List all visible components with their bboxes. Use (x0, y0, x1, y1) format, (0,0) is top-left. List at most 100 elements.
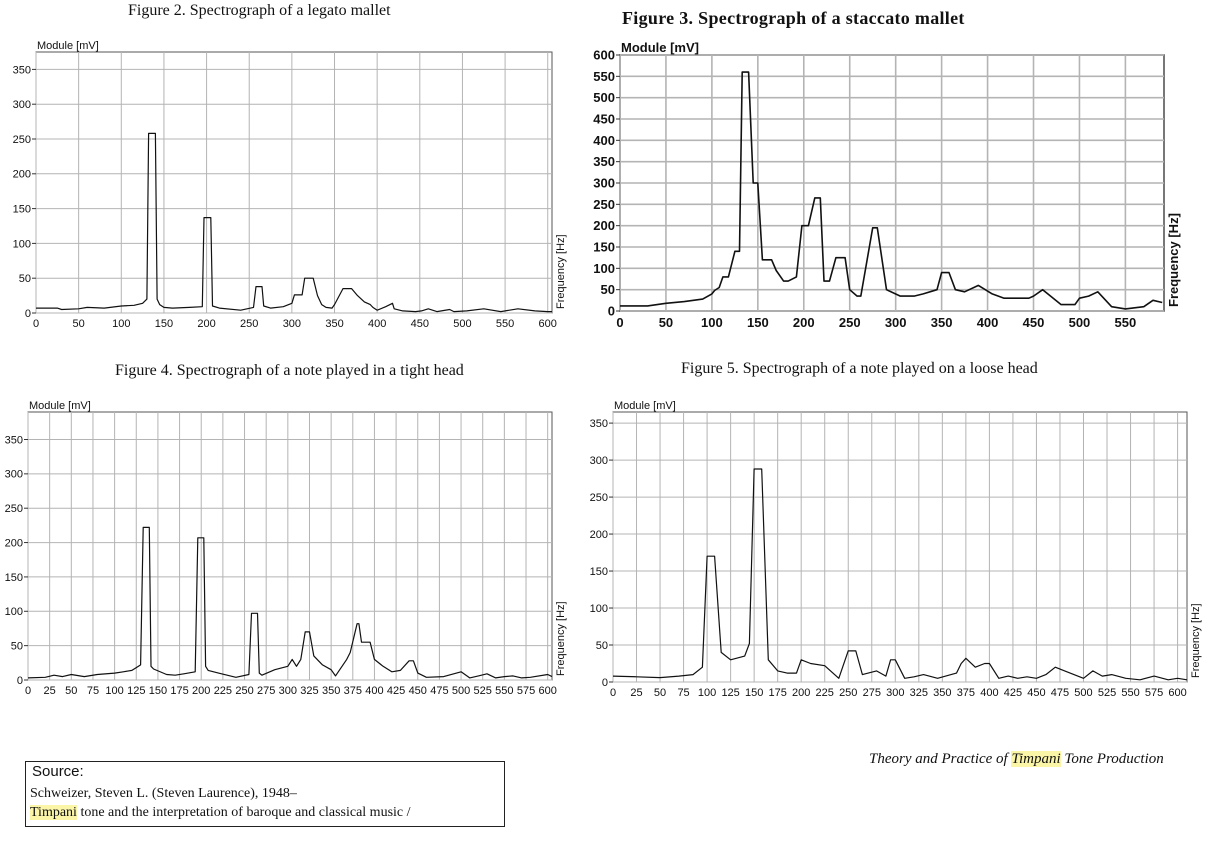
y-tick-label: 350 (5, 434, 23, 446)
x-tick-label: 425 (1004, 687, 1022, 699)
x-tick-label: 75 (87, 685, 99, 697)
y-tick-label: 300 (590, 455, 608, 467)
plot-frame (27, 411, 553, 681)
x-tick-label: 200 (197, 318, 215, 330)
x-tick-label: 125 (721, 687, 739, 699)
x-tick-label: 400 (980, 687, 998, 699)
x-tick-label: 300 (886, 687, 904, 699)
x-tick-label: 425 (387, 685, 405, 697)
x-tick-label: 100 (105, 685, 123, 697)
spectrum-line (612, 468, 1188, 681)
x-tick-label: 550 (1121, 687, 1139, 699)
y-tick-label: 200 (13, 169, 31, 181)
y-tick-label: 50 (601, 282, 615, 297)
book-title-highlight: Timpani (1011, 751, 1061, 767)
y-axis-label: Module [mV] (29, 400, 91, 412)
x-tick-label: 500 (453, 318, 471, 330)
y-tick-label: 250 (590, 492, 608, 504)
x-tick-label: 500 (1069, 315, 1091, 330)
y-tick-label: 100 (593, 261, 615, 276)
x-tick-label: 200 (792, 687, 810, 699)
source-author: Schweizer, Steven L. (Steven Laurence), … (30, 786, 297, 801)
x-tick-label: 575 (1145, 687, 1163, 699)
source-box: Source: Schweizer, Steven L. (Steven Lau… (25, 761, 505, 827)
figure-4-chart: 0 25 50 75 100 125 150 175 200 225 250 275 300 325 350… (5, 400, 567, 697)
figure-5-title: Figure 5. Spectrograph of a note played … (681, 360, 1038, 377)
x-tick-label: 475 (430, 685, 448, 697)
y-tick-label: 600 (593, 48, 615, 63)
y-tick-label: 250 (5, 503, 23, 515)
x-tick-label: 600 (538, 685, 556, 697)
y-tick-label: 150 (593, 240, 615, 255)
x-tick-label: 575 (517, 685, 535, 697)
y-tick-label: 400 (593, 133, 615, 148)
x-tick-label: 525 (1098, 687, 1116, 699)
y-tick-label: 200 (5, 537, 23, 549)
y-tick-label: 200 (590, 529, 608, 541)
x-axis-label: Frequency [Hz] (1166, 213, 1181, 307)
x-tick-label: 500 (452, 685, 470, 697)
figure-4-title: Figure 4. Spectrograph of a note played … (115, 362, 464, 379)
x-tick-label: 250 (235, 685, 253, 697)
book-title-after: Tone Production (1060, 751, 1164, 767)
y-axis-label: Module [mV] (614, 400, 676, 412)
x-axis-label: Frequency [Hz] (555, 601, 567, 676)
y-tick-label: 450 (593, 112, 615, 127)
book-title-before: Theory and Practice of (869, 751, 1012, 767)
x-tick-label: 400 (365, 685, 383, 697)
y-tick-label: 0 (17, 675, 23, 687)
x-tick-label: 350 (931, 315, 953, 330)
y-tick-label: 100 (590, 603, 608, 615)
y-tick-label: 0 (25, 308, 31, 320)
figure-3-chart: 0 50 100 150 200 250 300 350 400 450 500 550 0 50 100 1… (593, 40, 1181, 330)
x-tick-label: 550 (495, 685, 513, 697)
x-tick-label: 300 (885, 315, 907, 330)
source-title-rest: tone and the interpretation of baroque a… (76, 805, 411, 820)
x-tick-label: 0 (33, 318, 39, 330)
x-tick-label: 300 (279, 685, 297, 697)
source-heading: Source: (32, 763, 84, 780)
x-tick-label: 25 (630, 687, 642, 699)
y-tick-label: 0 (602, 677, 608, 689)
figure-2-title: Figure 2. Spectrograph of a legato malle… (128, 2, 391, 19)
y-tick-label: 0 (608, 304, 615, 319)
y-tick-label: 300 (13, 99, 31, 111)
y-tick-label: 150 (590, 566, 608, 578)
x-tick-label: 150 (155, 318, 173, 330)
x-tick-label: 225 (214, 685, 232, 697)
y-axis-label: Module [mV] (37, 40, 99, 52)
x-tick-label: 0 (616, 315, 623, 330)
y-tick-label: 50 (19, 273, 31, 285)
x-tick-label: 225 (816, 687, 834, 699)
x-tick-label: 450 (411, 318, 429, 330)
x-tick-label: 500 (1074, 687, 1092, 699)
x-tick-label: 50 (654, 687, 666, 699)
spectrum-line (27, 526, 553, 679)
y-tick-label: 350 (13, 64, 31, 76)
x-tick-label: 250 (240, 318, 258, 330)
x-tick-label: 150 (149, 685, 167, 697)
x-tick-label: 550 (496, 318, 514, 330)
plot-frame (612, 411, 1188, 683)
x-tick-label: 175 (768, 687, 786, 699)
x-tick-label: 400 (368, 318, 386, 330)
x-tick-label: 200 (793, 315, 815, 330)
y-axis-label: Module [mV] (621, 40, 699, 55)
x-tick-label: 400 (977, 315, 999, 330)
y-tick-label: 200 (593, 218, 615, 233)
x-tick-label: 100 (698, 687, 716, 699)
spectrum-line (36, 132, 552, 313)
source-title: Timpani tone and the interpretation of b… (30, 805, 411, 821)
y-tick-label: 50 (11, 640, 23, 652)
x-tick-label: 450 (1027, 687, 1045, 699)
x-tick-label: 150 (747, 315, 769, 330)
y-tick-label: 350 (593, 154, 615, 169)
x-tick-label: 375 (957, 687, 975, 699)
x-tick-label: 200 (192, 685, 210, 697)
y-tick-label: 350 (590, 418, 608, 430)
x-tick-label: 600 (539, 318, 557, 330)
x-tick-label: 125 (127, 685, 145, 697)
x-tick-label: 300 (283, 318, 301, 330)
x-tick-label: 375 (344, 685, 362, 697)
x-tick-label: 475 (1051, 687, 1069, 699)
